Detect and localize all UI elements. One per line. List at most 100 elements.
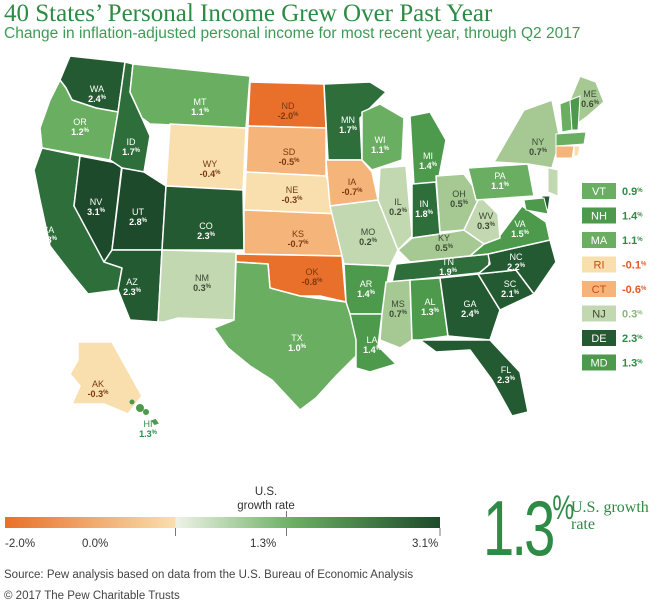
state-value-ar: 1.4% xyxy=(357,289,376,299)
state-abbr-nm: NM xyxy=(195,273,209,283)
state-ri xyxy=(573,145,581,157)
state-abbr-wa: WA xyxy=(90,84,104,94)
state-labels: WA2.4%OR1.2%CA1.8%NV3.1%ID1.7%MT1.1%WY-0… xyxy=(39,84,600,439)
state-fl xyxy=(419,339,529,417)
state-abbr-fl: FL xyxy=(501,365,512,375)
state-value-id: 1.7% xyxy=(122,147,141,157)
state-value-in: 1.8% xyxy=(415,209,434,219)
state-abbr-ny: NY xyxy=(532,137,545,147)
small-state-value-ma: 1.1% xyxy=(622,235,643,247)
small-state-value-ct: -0.6% xyxy=(622,284,647,296)
state-value-nc: 2.2% xyxy=(507,262,526,272)
state-nj xyxy=(547,167,559,197)
state-value-va: 1.5% xyxy=(511,229,530,239)
state-value-ok: -0.8% xyxy=(302,277,324,287)
small-state-value-md: 1.3% xyxy=(622,358,643,370)
state-value-nm: 0.3% xyxy=(193,283,212,293)
state-nc xyxy=(477,239,557,295)
state-nm xyxy=(157,249,237,323)
state-abbr-tn: TN xyxy=(442,257,454,267)
state-ia xyxy=(325,159,379,207)
state-value-ia: -0.7% xyxy=(342,187,364,197)
scale-positive-bar xyxy=(175,517,440,528)
state-abbr-il: IL xyxy=(394,197,402,207)
small-state-value-nj: 0.3% xyxy=(622,309,643,321)
state-value-wy: -0.4% xyxy=(200,169,222,179)
state-value-ny: 0.7% xyxy=(529,147,548,157)
state-abbr-ut: UT xyxy=(132,207,144,217)
state-value-fl: 2.3% xyxy=(497,375,516,385)
state-value-ca: 1.8% xyxy=(39,235,58,245)
state-value-al: 1.3% xyxy=(421,307,440,317)
hawaii-island xyxy=(143,409,149,415)
small-state-abbr-ri: RI xyxy=(594,260,605,272)
state-mt xyxy=(129,63,251,129)
state-value-mi: 1.4% xyxy=(419,161,438,171)
scale-zero-label: 0.0% xyxy=(82,538,109,550)
hawaii-island xyxy=(129,399,135,405)
scale-us-marker-label: U.S. growth rate xyxy=(237,486,295,512)
state-abbr-id: ID xyxy=(127,137,137,147)
state-abbr-wy: WY xyxy=(203,159,218,169)
state-shapes xyxy=(33,55,605,427)
small-state-box-nh xyxy=(582,207,616,224)
state-abbr-nc: NC xyxy=(510,252,523,262)
state-abbr-or: OR xyxy=(73,117,87,127)
state-value-co: 2.3% xyxy=(197,231,216,241)
state-al xyxy=(409,277,449,341)
state-abbr-ms: MS xyxy=(391,299,405,309)
state-nh xyxy=(569,95,581,131)
hawaii-island xyxy=(136,404,144,412)
state-abbr-mo: MO xyxy=(361,227,376,237)
state-value-hi: 1.3% xyxy=(139,429,158,439)
state-tx xyxy=(213,261,361,411)
map-subtitle: Change in inflation-adjusted personal in… xyxy=(4,25,581,42)
state-tn xyxy=(391,253,491,283)
small-state-value-ri: -0.1% xyxy=(622,260,647,272)
small-state-box-ri xyxy=(582,256,616,273)
state-value-ms: 0.7% xyxy=(389,309,408,319)
scale-min-label: -2.0% xyxy=(5,538,36,550)
state-abbr-ks: KS xyxy=(292,229,304,239)
state-value-sd: -0.5% xyxy=(279,157,301,167)
state-wi xyxy=(361,103,405,171)
small-state-abbr-nj: NJ xyxy=(592,309,605,321)
state-value-wi: 1.1% xyxy=(371,145,390,155)
small-state-box-ma xyxy=(582,232,616,248)
state-pa xyxy=(467,163,535,201)
state-abbr-ca: CA xyxy=(42,225,55,235)
state-value-ak: -0.3% xyxy=(88,389,110,399)
state-hi xyxy=(149,417,161,427)
state-abbr-ia: IA xyxy=(348,177,357,187)
state-abbr-hi: HI xyxy=(144,419,153,429)
state-abbr-ky: KY xyxy=(438,233,450,243)
state-value-oh: 0.5% xyxy=(450,199,469,209)
state-value-ut: 2.8% xyxy=(129,217,148,227)
state-ga xyxy=(439,273,501,341)
small-state-box-ct xyxy=(582,281,616,297)
state-abbr-wv: WV xyxy=(479,211,494,221)
small-state-value-vt: 0.9% xyxy=(622,186,643,198)
state-value-la: 1.4% xyxy=(363,345,382,355)
state-ct xyxy=(555,145,575,159)
state-wv xyxy=(463,195,501,245)
state-ny xyxy=(493,99,561,169)
small-state-abbr-de: DE xyxy=(591,333,606,345)
small-state-abbr-nh: NH xyxy=(591,211,607,223)
state-value-pa: 1.1% xyxy=(491,181,510,191)
small-states-legend: VT 0.9% NH 1.4% MA 1.1% RI -0.1% CT -0.6% NJ 0.3% DE… xyxy=(582,183,647,371)
state-abbr-la: LA xyxy=(366,335,377,345)
state-value-ne: -0.3% xyxy=(282,195,304,205)
state-abbr-al: AL xyxy=(424,297,435,307)
copyright-note: © 2017 The Pew Charitable Trusts xyxy=(4,590,180,602)
small-state-box-de xyxy=(582,330,616,346)
state-value-nd: -2.0% xyxy=(278,111,300,121)
state-abbr-nd: ND xyxy=(282,101,295,111)
color-scale xyxy=(5,511,441,536)
state-value-mo: 0.2% xyxy=(359,237,378,247)
small-state-abbr-vt: VT xyxy=(592,186,606,198)
state-abbr-ar: AR xyxy=(360,279,373,289)
state-abbr-az: AZ xyxy=(126,277,138,287)
state-abbr-in: IN xyxy=(420,199,429,209)
